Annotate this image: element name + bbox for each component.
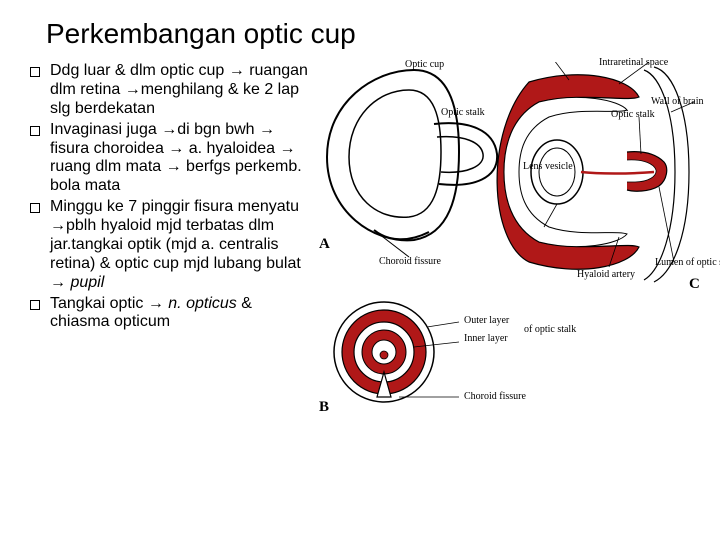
label-optic-stalk: Optic stalk [611,110,655,121]
label-of-optic-stalk: of optic stalk [524,325,576,336]
bullet-list: Ddg luar & dlm optic cup → ruangan dlm r… [28,62,313,422]
label-choroid-fissure-a: Choroid fissure [379,257,441,268]
panel-label-b: B [319,400,329,416]
list-item: Minggu ke 7 pinggir fisura menyatu →pblh… [28,198,313,292]
label-choroid-fissure-b: Choroid fissure [464,392,526,403]
list-item: Ddg luar & dlm optic cup → ruangan dlm r… [28,62,313,119]
label-lens-vesicle: Lens vesicle [523,162,573,173]
label-intraretinal-space: Intraretinal space [599,58,668,69]
label-optic-stalk-a: Optic stalk [441,108,485,119]
list-item: Invaginasi juga →di bgn bwh → fisura cho… [28,121,313,197]
panel-label-a: A [319,237,330,253]
diagram-area: Optic cup Intraretinal space Wall of bra… [319,62,692,422]
label-hyaloid-artery: Hyaloid artery [577,270,635,281]
list-item: Tangkai optic → n. opticus & chiasma opt… [28,295,313,333]
bullet-text: Tangkai optic → n. opticus & chiasma opt… [50,295,252,331]
label-optic-cup: Optic cup [405,60,444,71]
panel-label-c: C [689,277,700,293]
label-inner-layer: Inner layer [464,334,508,345]
bullet-text: Minggu ke 7 pinggir fisura menyatu →pblh… [50,198,301,291]
panel-b [334,302,459,402]
panel-a [327,70,497,257]
label-lumen-optic-stalk: Lumen of optic stalk [655,258,720,269]
bullet-text: Ddg luar & dlm optic cup → ruangan dlm r… [50,62,308,117]
bullet-text: Invaginasi juga →di bgn bwh → fisura cho… [50,121,302,195]
slide-title: Perkembangan optic cup [46,18,692,50]
label-outer-layer: Outer layer [464,316,509,327]
label-wall-of-brain: Wall of brain [651,97,704,108]
